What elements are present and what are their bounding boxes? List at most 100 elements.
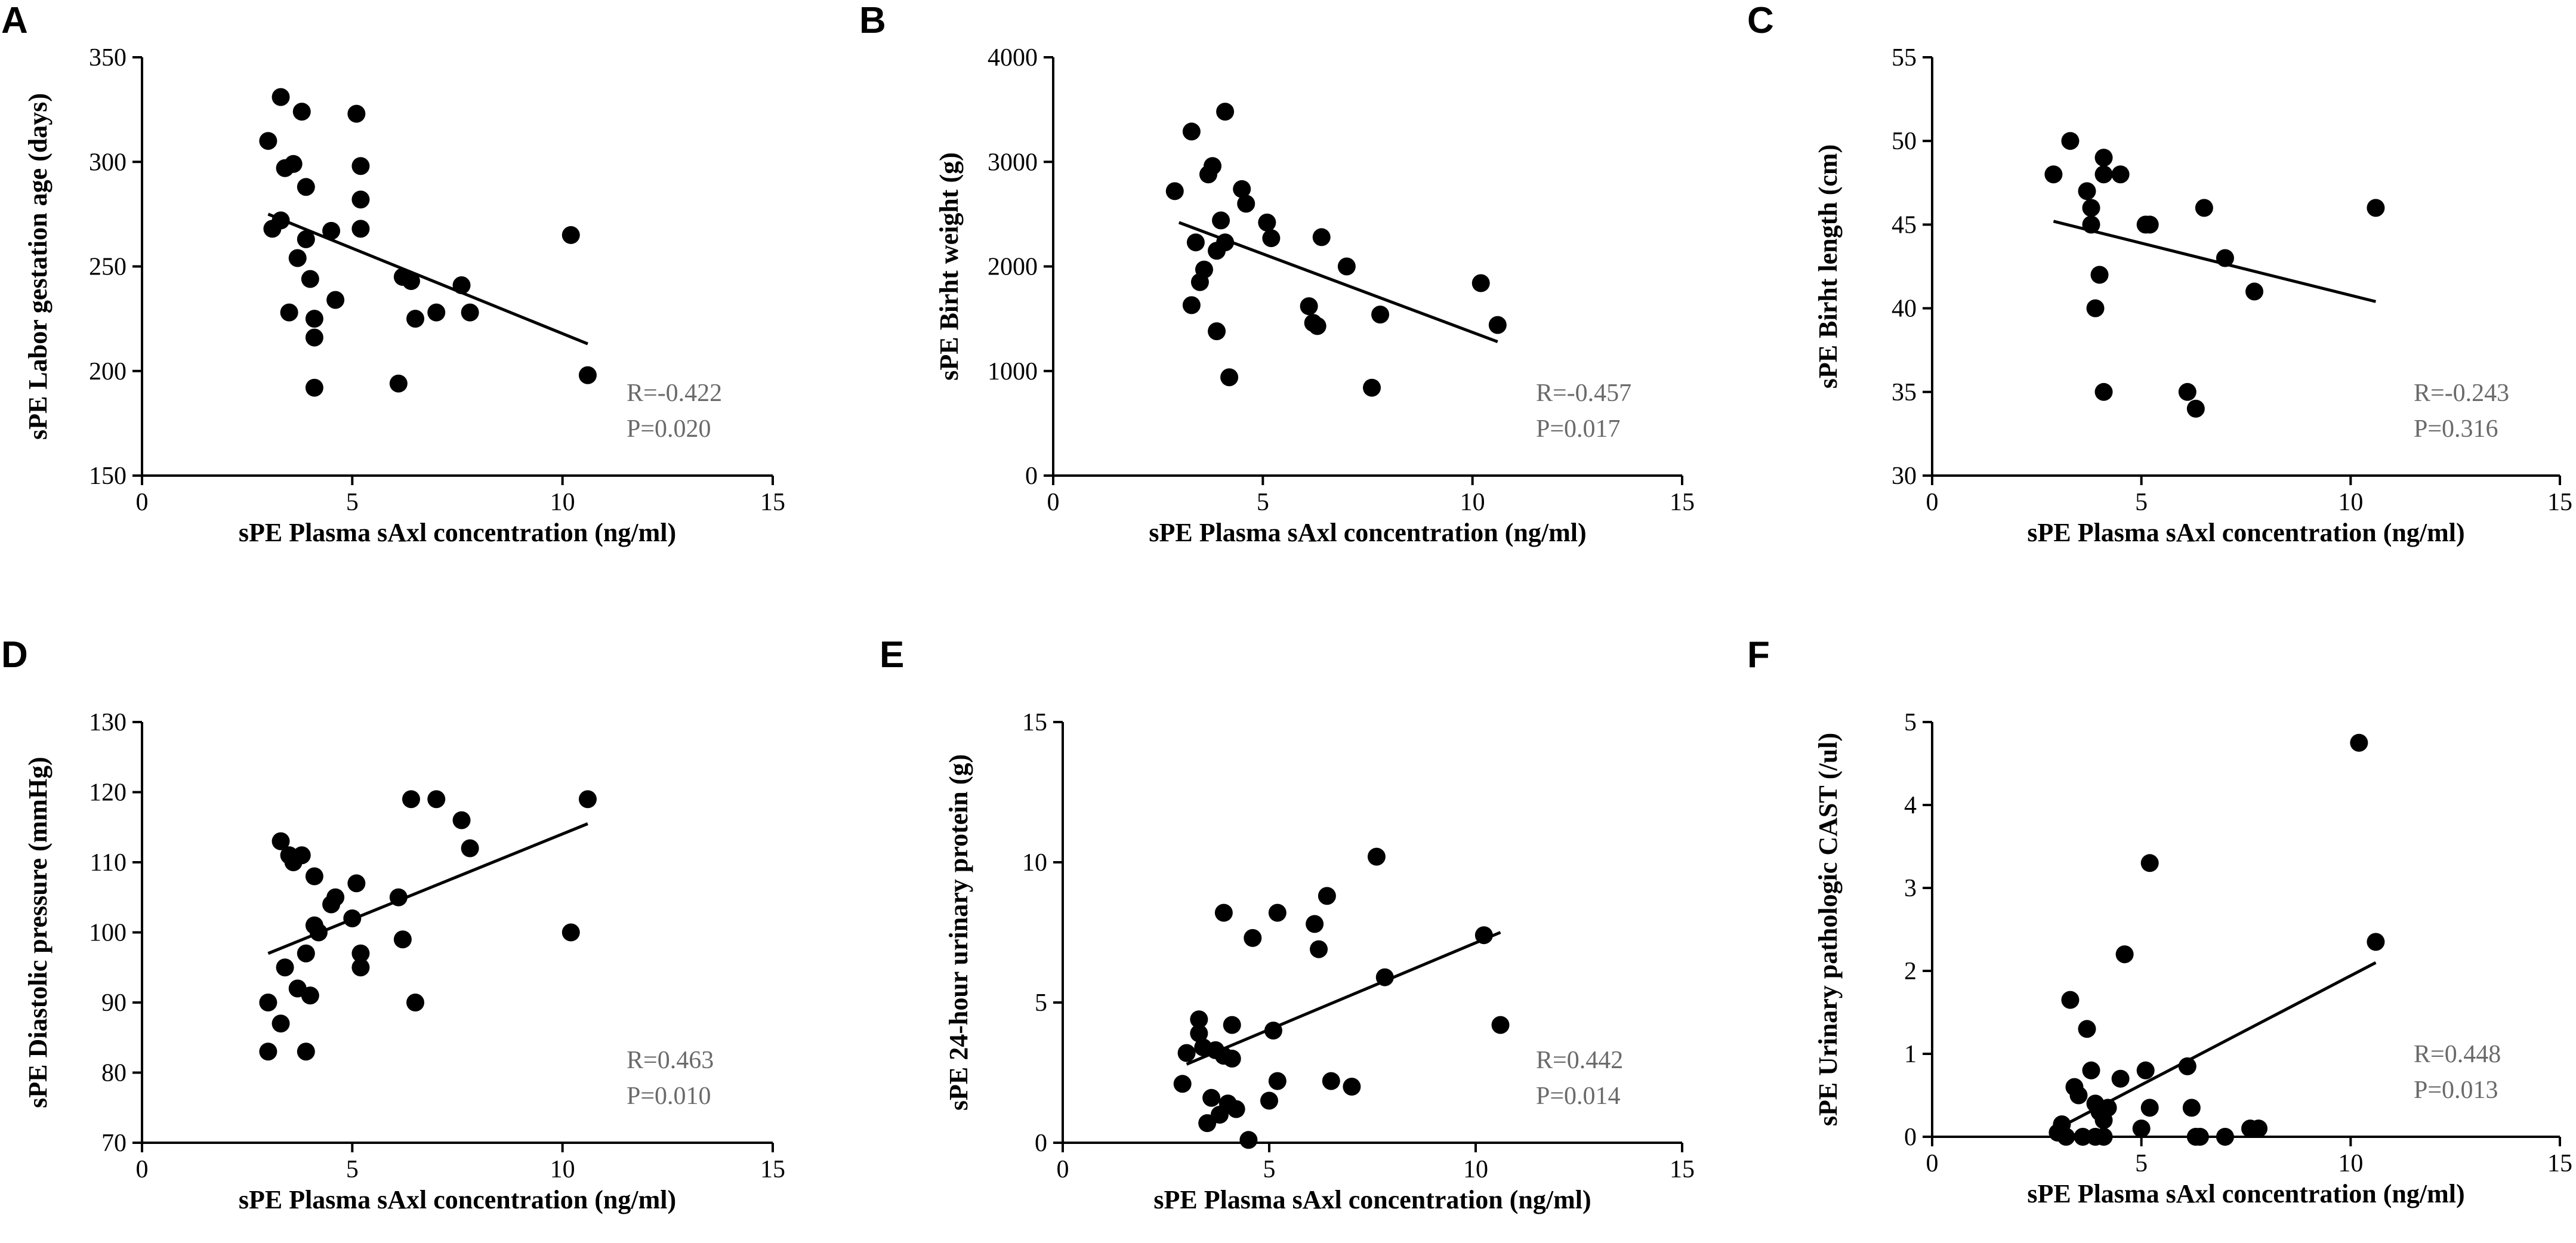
y-tick-label: 2000 <box>988 254 1038 281</box>
data-point <box>2182 1099 2201 1117</box>
panel-label-a: A <box>1 0 28 41</box>
data-point <box>305 328 323 347</box>
data-point <box>259 994 277 1011</box>
data-point <box>2094 1128 2113 1146</box>
regression-line <box>2053 220 2377 303</box>
y-axis-title: sPE Labor gestation age (days) <box>23 93 53 440</box>
data-point <box>562 226 580 244</box>
data-point <box>1182 296 1201 314</box>
y-tick-label: 3 <box>1904 875 1917 902</box>
y-tick-label: 100 <box>89 920 127 947</box>
panel-label-b: B <box>859 0 886 41</box>
x-tick-label: 5 <box>1263 1156 1276 1183</box>
p-value: P=0.017 <box>1536 415 1621 443</box>
y-tick-label: 120 <box>89 779 127 807</box>
data-point <box>297 944 315 963</box>
data-point <box>259 1042 277 1061</box>
y-tick-label: 50 <box>1892 128 1917 155</box>
data-point <box>2099 1099 2117 1117</box>
x-tick-label: 15 <box>1670 489 1695 516</box>
y-tick-label: 10 <box>1022 849 1047 877</box>
data-point <box>322 221 341 240</box>
data-point <box>2111 165 2130 184</box>
x-axis-title: sPE Plasma sAxl concentration (ng/ml) <box>2027 1179 2464 1208</box>
y-axis-title: sPE 24-hour urinary protein (g) <box>944 754 973 1111</box>
data-point <box>2082 1061 2100 1079</box>
y-axis-title: sPE Diastolic pressure (mmHg) <box>23 757 53 1108</box>
y-tick-label: 70 <box>101 1130 127 1157</box>
x-tick-label: 10 <box>2338 489 2363 516</box>
data-point <box>1244 929 1262 947</box>
data-point <box>452 276 471 295</box>
panel-label-e: E <box>880 634 904 676</box>
r-value: R=-0.457 <box>1536 380 1631 407</box>
data-point <box>351 190 370 209</box>
data-point <box>2086 299 2105 317</box>
data-point <box>280 303 298 322</box>
data-point <box>347 104 366 123</box>
data-point <box>1322 1072 1340 1090</box>
x-tick-label: 15 <box>760 489 785 516</box>
x-tick-label: 5 <box>346 1156 359 1183</box>
data-point <box>1268 903 1287 922</box>
data-point <box>351 157 370 175</box>
data-point <box>343 909 362 927</box>
y-tick-label: 4000 <box>988 44 1038 72</box>
data-point <box>2082 199 2100 217</box>
data-point <box>1318 887 1336 905</box>
data-point <box>1312 228 1331 246</box>
data-point <box>1237 195 1255 213</box>
x-tick-label: 0 <box>136 489 149 516</box>
data-point <box>1220 368 1239 387</box>
data-point <box>1227 1100 1245 1118</box>
r-value: R=0.448 <box>2414 1041 2501 1068</box>
data-point <box>1306 915 1324 933</box>
data-point <box>351 944 370 963</box>
data-point <box>272 832 290 850</box>
data-point <box>1195 260 1213 279</box>
x-tick-label: 0 <box>1926 489 1939 516</box>
data-point <box>2350 733 2368 752</box>
panel-e: E 0 5 10 15 0 5 10 15 sPE Plasma sAxl concentrati… <box>880 634 1695 1214</box>
data-point <box>578 366 597 384</box>
y-tick-label: 350 <box>89 44 127 72</box>
data-point <box>1363 378 1381 397</box>
data-point <box>2044 165 2063 184</box>
data-point <box>2115 945 2134 964</box>
data-point <box>1223 1050 1241 1068</box>
p-value: P=0.316 <box>2414 415 2498 443</box>
data-point <box>1202 1088 1221 1107</box>
data-point <box>2094 149 2113 167</box>
data-point <box>1208 322 1226 341</box>
x-tick-label: 0 <box>1926 1150 1939 1177</box>
x-tick-label: 10 <box>1463 1156 1488 1183</box>
data-point <box>297 230 315 248</box>
panel-d: D 70 80 90 100 110 120 130 0 5 10 15 sPE Plasma sAxl… <box>1 634 785 1214</box>
data-point <box>2090 266 2109 284</box>
data-point <box>1177 1044 1196 1062</box>
data-point <box>1375 968 1394 986</box>
data-point <box>1258 213 1276 232</box>
data-point <box>389 888 408 906</box>
data-point <box>1367 847 1386 866</box>
x-tick-label: 10 <box>550 1156 575 1183</box>
p-value: P=0.014 <box>1536 1082 1621 1110</box>
data-point <box>2061 132 2080 150</box>
data-point <box>2082 215 2100 234</box>
data-point <box>2111 1069 2130 1088</box>
data-point <box>406 994 425 1011</box>
data-point <box>2078 182 2096 201</box>
data-point <box>2094 383 2113 401</box>
data-point <box>1233 180 1251 198</box>
x-tick-label: 15 <box>760 1156 785 1183</box>
data-point <box>1310 940 1328 958</box>
data-point <box>1204 157 1222 175</box>
x-axis-title: sPE Plasma sAxl concentration (ng/ml) <box>1153 1185 1591 1214</box>
data-point <box>1268 1072 1287 1090</box>
y-tick-label: 0 <box>1025 462 1038 490</box>
y-tick-label: 90 <box>101 989 127 1017</box>
data-point <box>2216 1128 2234 1146</box>
p-value: P=0.013 <box>2414 1077 2498 1104</box>
r-value: R=-0.422 <box>627 380 722 407</box>
data-point <box>1371 306 1390 324</box>
